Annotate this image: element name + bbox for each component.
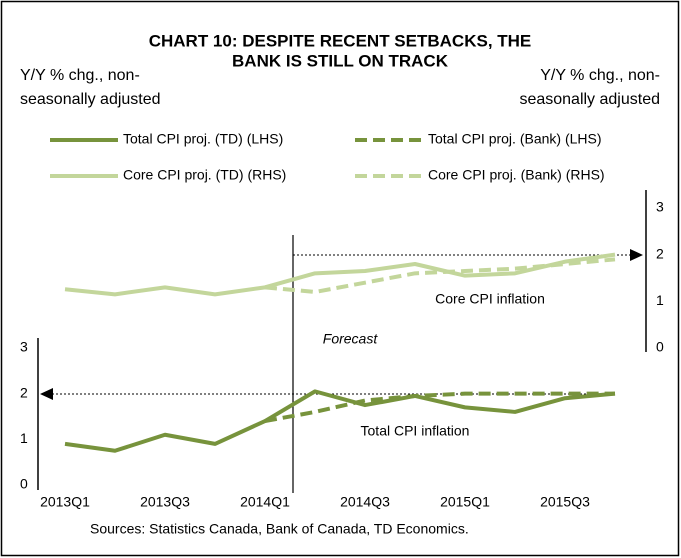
x-tick-label: 2013Q3 xyxy=(140,494,190,510)
x-tick-label: 2014Q3 xyxy=(340,494,390,510)
y-axis-label: Y/Y % chg., non- xyxy=(20,67,140,84)
series-line xyxy=(64,252,616,297)
annotation: Total CPI inflation xyxy=(361,423,470,439)
series-line xyxy=(64,389,616,453)
x-tick-label: 2015Q1 xyxy=(440,494,490,510)
chart-title: CHART 10: DESPITE RECENT SETBACKS, THE xyxy=(149,31,532,50)
y2-tick-label: 1 xyxy=(656,292,664,308)
chart-title: BANK IS STILL ON TRACK xyxy=(232,51,449,70)
annotation: Core CPI inflation xyxy=(435,291,545,307)
series-line xyxy=(264,391,615,424)
x-tick-label: 2014Q1 xyxy=(240,494,290,510)
source-note: Sources: Statistics Canada, Bank of Cana… xyxy=(90,521,469,537)
y-tick-label: 3 xyxy=(20,339,28,355)
y-tick-label: 0 xyxy=(20,476,28,492)
y-axis-label: seasonally adjusted xyxy=(20,91,161,108)
legend-label: Core CPI proj. (Bank) (RHS) xyxy=(428,167,605,183)
y-tick-label: 2 xyxy=(20,384,28,400)
y2-tick-label: 2 xyxy=(656,245,664,261)
annotation: Forecast xyxy=(323,331,379,347)
arrow-head xyxy=(630,249,643,261)
legend-label: Total CPI proj. (TD) (LHS) xyxy=(123,131,283,147)
y-tick-label: 1 xyxy=(20,430,28,446)
legend-label: Core CPI proj. (TD) (RHS) xyxy=(123,167,286,183)
y2-tick-label: 3 xyxy=(656,199,664,215)
y2-tick-label: 0 xyxy=(656,339,664,355)
arrow-head xyxy=(40,388,53,400)
x-tick-label: 2013Q1 xyxy=(40,494,90,510)
y2-axis-label: seasonally adjusted xyxy=(519,91,660,108)
x-tick-label: 2015Q3 xyxy=(540,494,590,510)
legend-label: Total CPI proj. (Bank) (LHS) xyxy=(428,131,602,147)
series-line xyxy=(264,257,616,294)
y2-axis-label: Y/Y % chg., non- xyxy=(540,67,660,84)
